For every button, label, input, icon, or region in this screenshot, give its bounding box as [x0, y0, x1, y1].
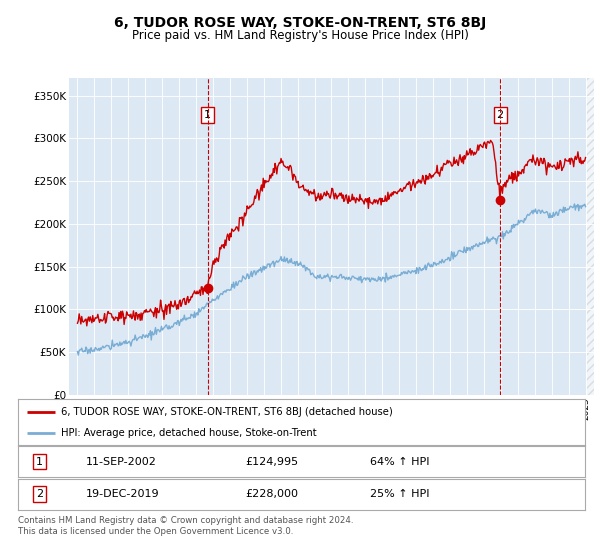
Text: 1: 1 — [204, 110, 211, 120]
Text: Contains HM Land Registry data © Crown copyright and database right 2024.
This d: Contains HM Land Registry data © Crown c… — [18, 516, 353, 536]
Text: 1: 1 — [36, 457, 43, 466]
Text: Price paid vs. HM Land Registry's House Price Index (HPI): Price paid vs. HM Land Registry's House … — [131, 29, 469, 42]
Text: 6, TUDOR ROSE WAY, STOKE-ON-TRENT, ST6 8BJ: 6, TUDOR ROSE WAY, STOKE-ON-TRENT, ST6 8… — [114, 16, 486, 30]
Text: 25% ↑ HPI: 25% ↑ HPI — [370, 489, 429, 499]
Text: 64% ↑ HPI: 64% ↑ HPI — [370, 457, 429, 466]
Text: 2: 2 — [36, 489, 43, 499]
Text: 19-DEC-2019: 19-DEC-2019 — [86, 489, 160, 499]
Text: 11-SEP-2002: 11-SEP-2002 — [86, 457, 157, 466]
Text: 6, TUDOR ROSE WAY, STOKE-ON-TRENT, ST6 8BJ (detached house): 6, TUDOR ROSE WAY, STOKE-ON-TRENT, ST6 8… — [61, 407, 392, 417]
Text: £228,000: £228,000 — [245, 489, 298, 499]
Text: HPI: Average price, detached house, Stoke-on-Trent: HPI: Average price, detached house, Stok… — [61, 428, 316, 438]
Text: 2: 2 — [497, 110, 504, 120]
Text: £124,995: £124,995 — [245, 457, 298, 466]
